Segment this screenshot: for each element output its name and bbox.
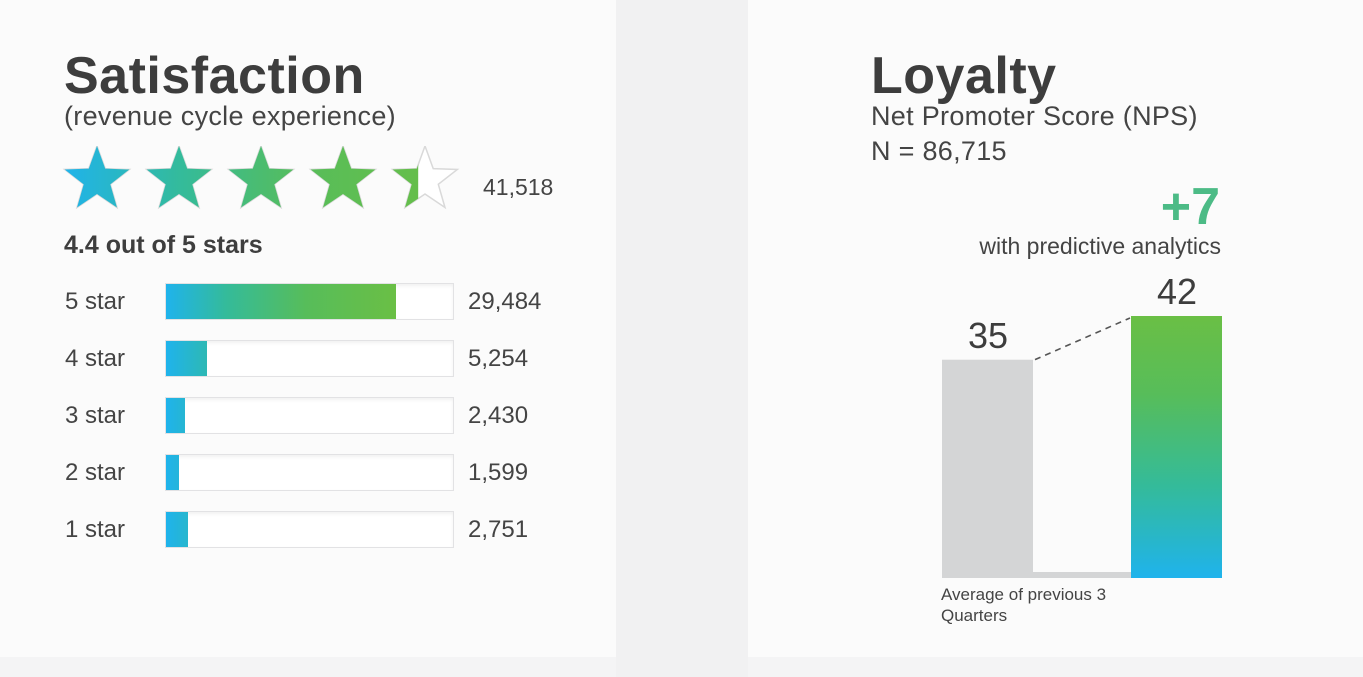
star-icon (64, 146, 130, 208)
nps-bar-predictive (1131, 316, 1222, 578)
star-icon-outline (390, 146, 460, 210)
rating-row-label: 3 star (65, 402, 126, 429)
satisfaction-subtitle: (revenue cycle experience) (64, 101, 396, 131)
nps-baseline (1033, 572, 1131, 578)
rating-bar (166, 284, 397, 319)
nps-value-label-previous: 35 (967, 314, 1009, 356)
star-icon (146, 146, 212, 208)
rating-row-label: 5 star (65, 288, 126, 315)
rating-row-count: 29,484 (468, 288, 542, 315)
nps-value-label-predictive: 42 (1156, 271, 1198, 312)
rating-bar (166, 512, 188, 547)
rating-bar-track (165, 511, 454, 548)
rating-row-count: 2,430 (468, 402, 529, 429)
panel-divider (616, 0, 748, 677)
rating-bar-track (165, 397, 454, 434)
sample-size: N = 86,715 (871, 136, 1007, 166)
nps-category-label: Average of previous 3 Quarters (941, 585, 1107, 625)
rating-bar (166, 455, 179, 490)
nps-connector-line (1034, 317, 1131, 361)
rating-bar-track (165, 283, 454, 320)
rating-row-label: 1 star (65, 516, 126, 543)
star-rating (62, 146, 460, 210)
rating-row-count: 1,599 (468, 459, 529, 486)
nps-delta-label: with predictive analytics (979, 233, 1221, 259)
loyalty-title: Loyalty (871, 47, 1057, 105)
rating-row-count: 2,751 (468, 516, 529, 543)
rating-bar (166, 398, 185, 433)
star-icon (392, 164, 419, 208)
nps-bar-previous (942, 359, 1033, 578)
rating-summary: 4.4 out of 5 stars (64, 231, 263, 259)
rating-row-label: 2 star (65, 459, 126, 486)
star-icon (228, 146, 294, 208)
nps-delta: +7 (1160, 178, 1220, 236)
star-icon (310, 146, 376, 208)
rating-row-label: 4 star (65, 345, 126, 372)
loyalty-subtitle: Net Promoter Score (NPS) (871, 101, 1198, 131)
rating-bar (166, 341, 207, 376)
total-reviews: 41,518 (483, 174, 554, 200)
rating-bar-track (165, 454, 454, 491)
rating-bar-track (165, 340, 454, 377)
rating-row-count: 5,254 (468, 345, 529, 372)
nps-chart (942, 316, 1222, 578)
satisfaction-title: Satisfaction (64, 47, 365, 105)
loyalty-panel (748, 0, 1363, 657)
